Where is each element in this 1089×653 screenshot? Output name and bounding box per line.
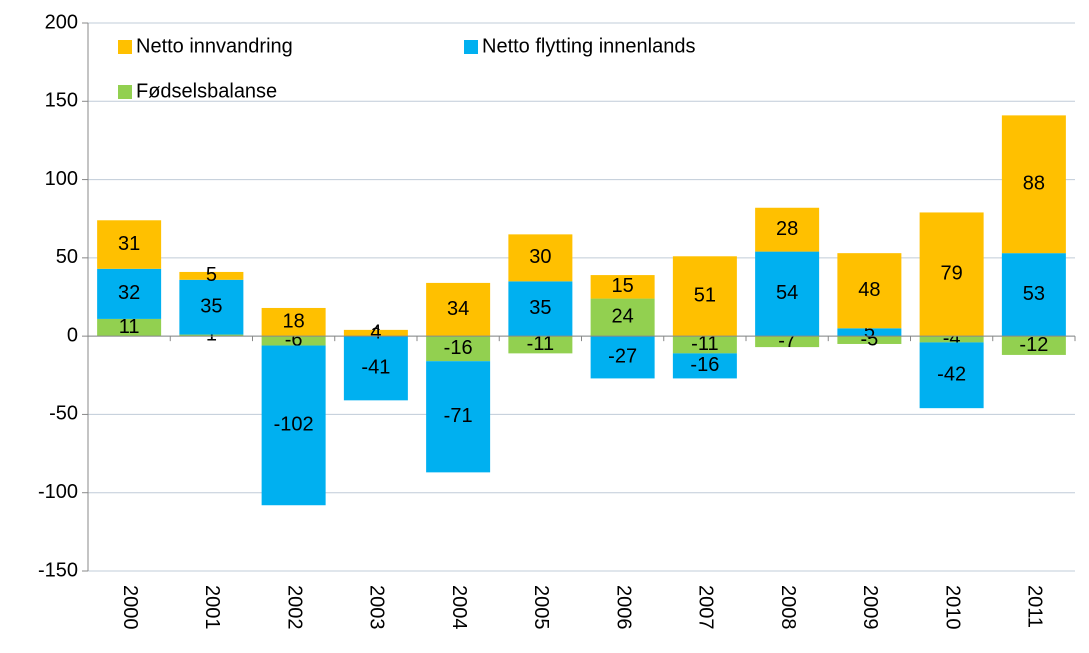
data-label: 31 [118,233,140,255]
data-label: -16 [444,337,473,359]
bar-segment [837,328,902,337]
bar-segment [672,336,737,354]
y-tick-label: 0 [67,324,78,346]
data-label: -41 [361,357,390,379]
data-label: 24 [612,306,634,328]
bar-segment [1001,253,1066,337]
data-label: 11 [119,316,140,338]
data-label: -16 [690,354,719,376]
data-label: 48 [858,279,880,301]
bar-segment [672,353,737,379]
x-tick-label: 2004 [448,585,470,630]
legend-swatch [464,40,478,54]
bar-segment [97,220,162,269]
legend-label: Netto innvandring [136,35,293,57]
data-label: 35 [200,295,222,317]
x-tick-label: 2009 [859,585,881,630]
legend-swatch [118,85,132,99]
data-label: 15 [612,275,634,297]
bar-segment [97,268,162,319]
x-tick-label: 2000 [119,585,141,630]
bar-segment [508,336,573,354]
x-tick-label: 2007 [695,585,717,630]
bar-segment [590,298,655,337]
bar-segment [837,336,902,344]
legend-label: Netto flytting innenlands [482,35,695,57]
data-label: 28 [776,218,798,240]
data-label: -102 [274,414,314,436]
bar-segment [508,281,573,337]
x-tick-label: 2002 [283,585,305,630]
bar-segment [1001,336,1066,355]
y-tick-label: 50 [56,246,78,268]
data-label: -11 [691,333,718,355]
data-label: 51 [694,284,716,306]
bar-segment [590,275,655,299]
data-label: 53 [1023,283,1045,305]
data-label: -71 [444,405,473,427]
bar-segment [1001,115,1066,254]
bar-segment [837,253,902,329]
x-tick-label: 2010 [941,585,963,630]
bar-segment [179,334,244,337]
y-tick-label: -50 [49,403,78,425]
data-label: -11 [527,333,554,355]
bar-segment [343,329,408,337]
y-tick-label: 150 [45,90,78,112]
x-tick-label: 2005 [530,585,552,630]
data-label: 18 [283,310,305,332]
bar-segment [426,336,491,362]
x-tick-label: 2006 [612,585,634,630]
bar-segment [261,345,326,506]
data-label: -27 [608,346,637,368]
bar-segment [755,251,820,337]
legend-label: Fødselsbalanse [136,80,277,102]
y-tick-label: -100 [38,481,78,503]
y-tick-label: 200 [45,11,78,33]
bar-segment [508,234,573,282]
bar-segment [97,318,162,337]
bar-segment [919,342,984,409]
data-label: 35 [529,297,551,319]
data-label: -12 [1019,334,1048,356]
data-label: 4 [370,321,381,343]
bar-segment [426,282,491,337]
x-tick-label: 2011 [1024,585,1046,628]
data-label: 30 [529,246,551,268]
data-label: 5 [206,264,217,286]
data-label: 79 [941,263,963,285]
x-tick-label: 2008 [777,585,799,630]
bar-segment [672,256,737,337]
data-label: -42 [937,364,966,386]
bar-segment [261,307,326,337]
bar-segment [755,207,820,252]
data-label: 54 [776,282,798,304]
x-tick-label: 2003 [366,585,388,630]
bar-segment [590,336,655,379]
bar-segment [919,212,984,337]
bar-segment [755,336,820,348]
data-label: 88 [1023,173,1045,195]
data-label: 34 [447,298,469,320]
data-label: 1 [206,324,217,346]
data-label: 5 [864,321,875,343]
x-tick-label: 2001 [201,585,223,630]
bar-segment [919,336,984,343]
legend-swatch [118,40,132,54]
bar-segment [426,361,491,473]
bar-segment [343,336,408,401]
bar-segment [179,279,244,335]
bar-segment [261,336,326,346]
data-label: 32 [118,282,140,304]
bar-segment [179,271,244,280]
y-tick-label: 100 [45,168,78,190]
y-tick-label: -150 [38,559,78,581]
